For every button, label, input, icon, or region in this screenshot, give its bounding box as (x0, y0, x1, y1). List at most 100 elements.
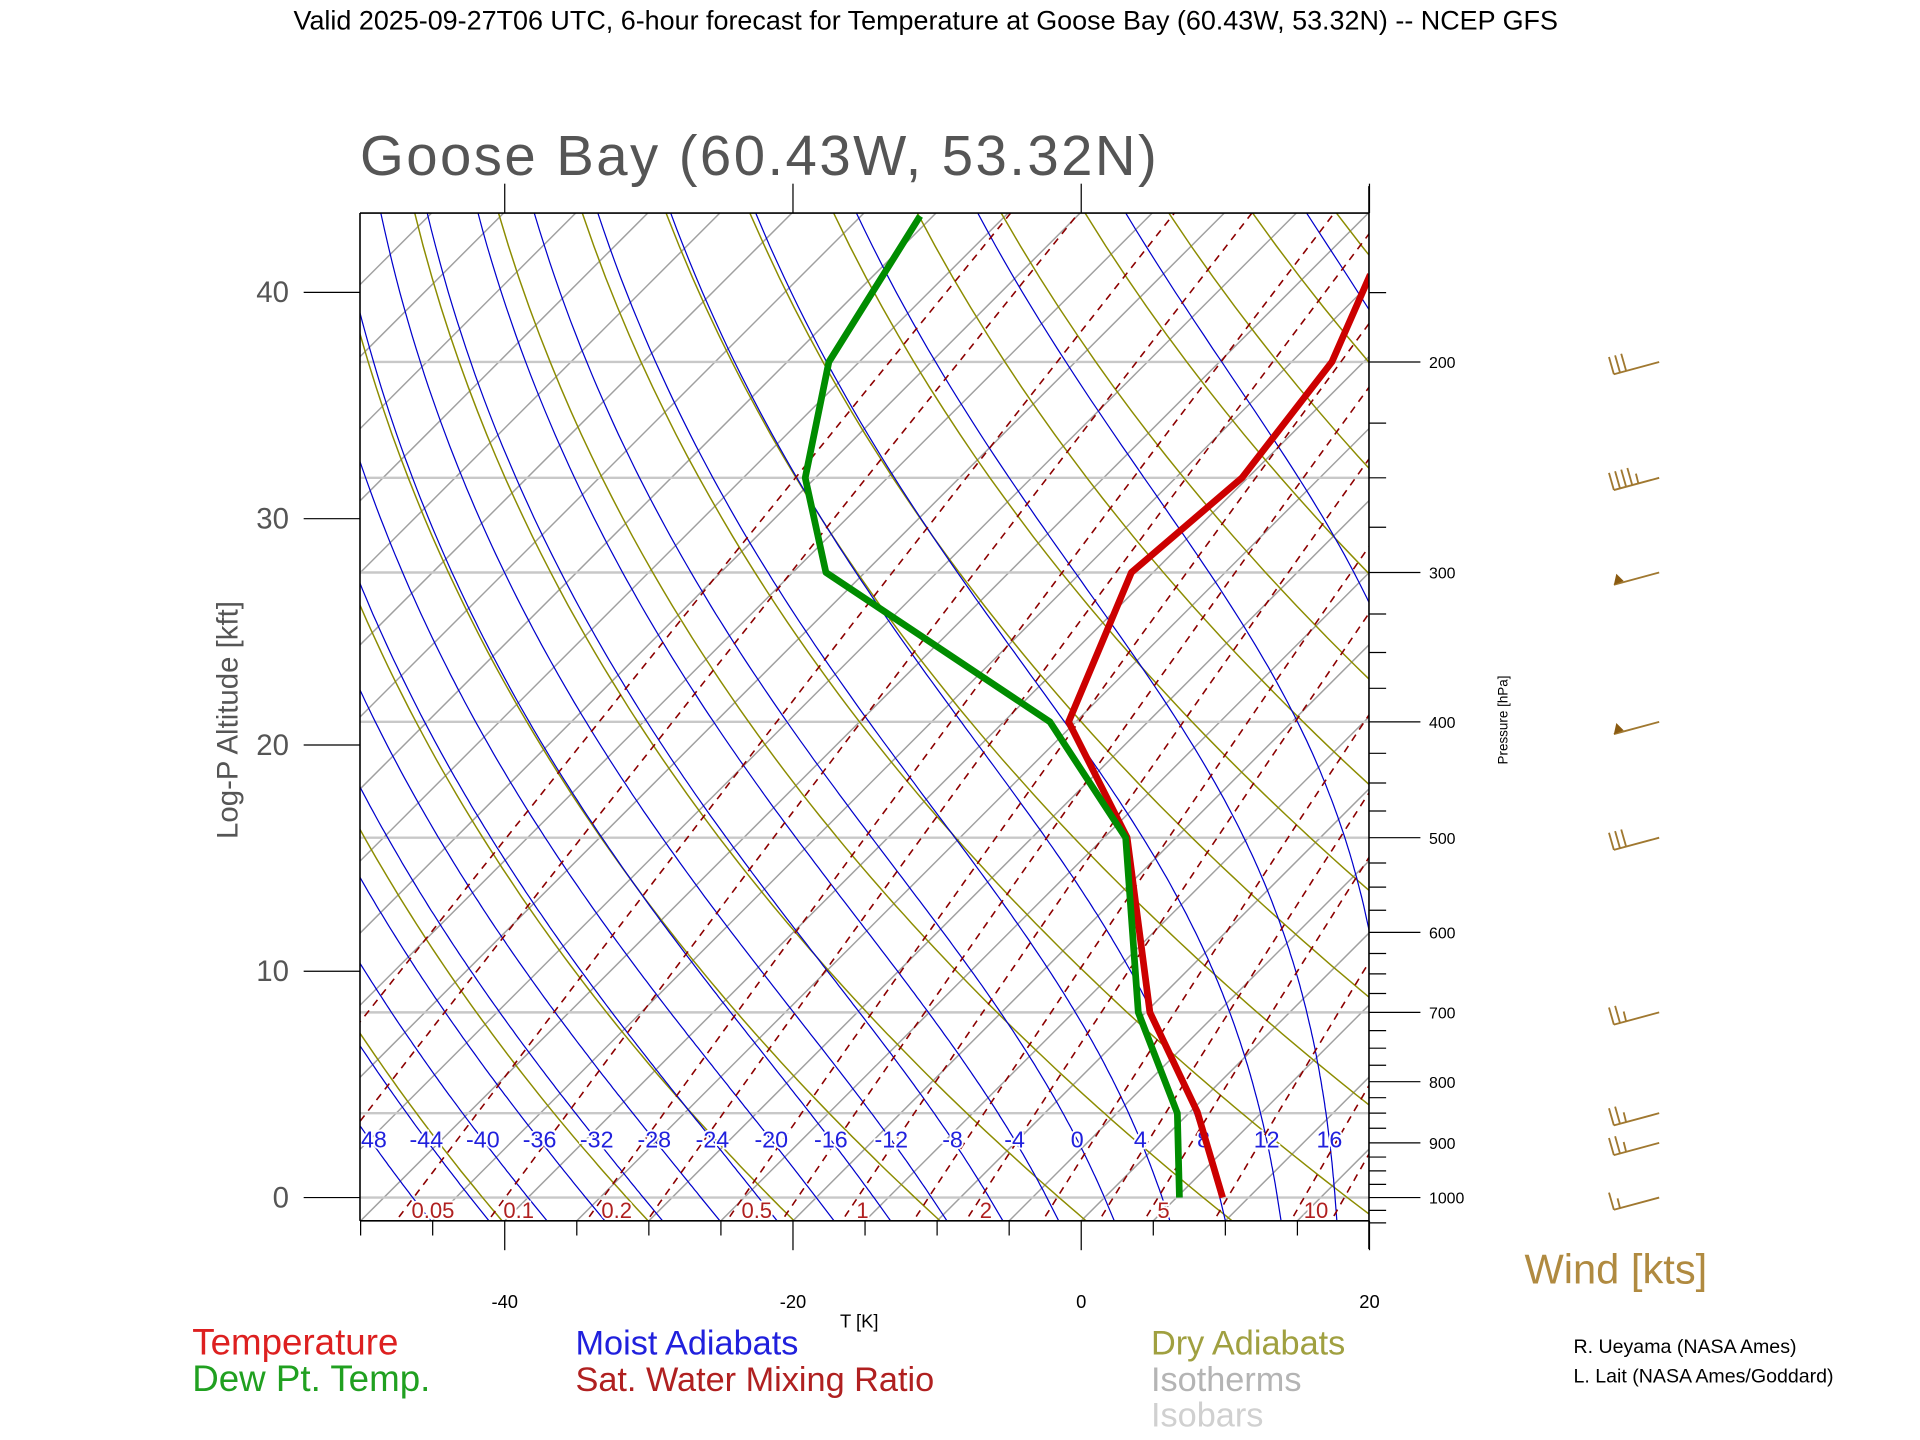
axis-labels: -40 -20 0 200102030401000900800700600500400… (256, 276, 1464, 1312)
moist-adiabat-line (1674, 177, 1897, 1228)
altitude-tick-label: 40 (256, 276, 289, 309)
mixing-ratio-line (585, 213, 1336, 1221)
wind-barb (1608, 353, 1660, 376)
moist-adiabat-line (360, 688, 721, 1221)
dry-adiabat-line (749, 213, 1369, 999)
pressure-tick-label: 900 (1429, 1136, 1456, 1153)
legend-dewpoint: Dew Pt. Temp. (192, 1358, 430, 1399)
wind-barb-staff (1613, 1112, 1660, 1127)
wind-barb-flag (1620, 829, 1628, 847)
profiles (801, 214, 1369, 1199)
isotherm-line (360, 213, 793, 646)
moist-adiabat-label: -8 (942, 1126, 963, 1152)
wind-barb (1613, 571, 1660, 586)
wind-barb-flag (1608, 1137, 1615, 1156)
wind-barb-staff (1613, 476, 1660, 491)
isotherm-line (1008, 859, 1369, 1221)
wind-pennant (1613, 723, 1624, 735)
legend-mixing-ratio: Sat. Water Mixing Ratio (576, 1361, 935, 1399)
wind-barb-flag (1614, 355, 1621, 373)
moist-adiabat-label: -48 (353, 1126, 387, 1152)
isotherm-line (1368, 1220, 1369, 1221)
moist-adiabat-label: -20 (754, 1126, 788, 1152)
wind-barb-flag (1608, 1192, 1615, 1211)
dry-adiabat-line (581, 213, 1369, 1215)
moist-adiabat-line (360, 581, 778, 1221)
isotherm-line (360, 213, 1010, 863)
wind-barb-staff (1613, 1196, 1660, 1211)
legend-moist-adiabats: Moist Adiabats (576, 1324, 799, 1362)
mixing-ratio-line (1143, 855, 1369, 1221)
isotherm-line (360, 213, 721, 574)
moist-adiabat-line (426, 213, 1004, 1221)
dry-adiabat-line (413, 213, 1088, 1221)
wind-barb (1608, 1106, 1660, 1127)
dry-adiabat-line (1251, 213, 1369, 364)
wind-barb-flag (1614, 1136, 1621, 1154)
wind-barb-flag (1620, 353, 1628, 372)
isotherm-line (1152, 1004, 1369, 1221)
mixing-ratio-label: 2 (980, 1198, 992, 1223)
mixing-ratio-line (1542, 177, 1920, 1228)
dry-adiabat-line (1335, 213, 1369, 257)
x-axis-label: T [K] (840, 1310, 878, 1331)
mixing-ratio-label: 0.05 (412, 1198, 455, 1223)
wind-barb-staff (1613, 1141, 1660, 1156)
mixing-ratio-line (1378, 177, 1920, 1228)
dry-adiabat-line (360, 827, 650, 1221)
legend-isotherms: Isotherms (1151, 1361, 1301, 1399)
wind-barb (1608, 467, 1660, 491)
moist-adiabat-line (380, 213, 948, 1221)
wind-barb-flag (1620, 469, 1628, 488)
dry-adiabat-line (1000, 213, 1369, 681)
moist-adiabat-line (360, 962, 548, 1221)
mixing-ratio-line (1612, 177, 1920, 1228)
mixing-ratio-line (360, 213, 1080, 1123)
mixing-ratio-line (646, 232, 1369, 1221)
moist-adiabat-line (977, 213, 1369, 933)
moist-adiabat-line (360, 785, 664, 1221)
dry-adiabat-line (360, 331, 942, 1221)
dry-adiabat-line (665, 213, 1369, 1106)
x-tick-label: 20 (1359, 1291, 1379, 1312)
x-tick-label: 0 (1076, 1291, 1086, 1312)
mixing-ratio-line (395, 213, 1176, 1221)
altitude-tick-label: 0 (273, 1181, 289, 1214)
legend-temperature: Temperature (192, 1321, 398, 1362)
moist-adiabat-line (360, 310, 892, 1221)
wind-barb (1608, 829, 1660, 851)
moist-adiabat-line (360, 876, 606, 1221)
mixing-ratio-line (1098, 791, 1369, 1221)
isotherm-line (431, 283, 1369, 1221)
wind-barbs (1608, 353, 1660, 1211)
mixing-ratio-line (1213, 960, 1369, 1221)
isotherm-line (791, 643, 1369, 1221)
mixing-ratio-line (725, 322, 1369, 1221)
wind-barb-flag (1608, 1007, 1615, 1025)
wind-barb-flag (1608, 1108, 1615, 1126)
pressure-tick-label: 500 (1429, 831, 1456, 848)
isotherm-line (1579, 177, 1920, 1228)
mixing-ratio-label: 10 (1304, 1198, 1329, 1223)
wind-barb-staff (1613, 720, 1660, 735)
temperature-profile (1065, 273, 1369, 1199)
dry-adiabat-line (1084, 213, 1369, 575)
wind-barb-flag (1614, 1106, 1621, 1125)
wind-barb (1608, 1136, 1660, 1156)
moist-adiabat-label: -36 (523, 1126, 557, 1152)
isotherm-line (575, 427, 1369, 1221)
moist-adiabat-label: 12 (1254, 1126, 1280, 1152)
credit-1: R. Ueyama (NASA Ames) (1573, 1336, 1796, 1358)
chart-title: Goose Bay (60.43W, 53.32N) (360, 124, 1159, 187)
moist-adiabat-label: -40 (466, 1126, 500, 1152)
y-axis-label-right: Pressure [hPa] (1495, 676, 1510, 765)
pressure-tick-label: 600 (1429, 925, 1456, 942)
isotherm-line (360, 213, 577, 430)
wind-barb-half (1622, 1141, 1628, 1153)
mixing-ratio-line (964, 612, 1369, 1221)
dry-adiabat-line (360, 603, 796, 1221)
background-lines: -48 -44 -40 -36 -32 -28 -24 -20 -16 -12 -8 -4 0 4 8 12 1… (353, 177, 1920, 1228)
dry-adiabat-line (1720, 177, 1920, 1228)
dry-adiabat-line (497, 213, 1234, 1221)
isotherm-line (360, 213, 938, 791)
